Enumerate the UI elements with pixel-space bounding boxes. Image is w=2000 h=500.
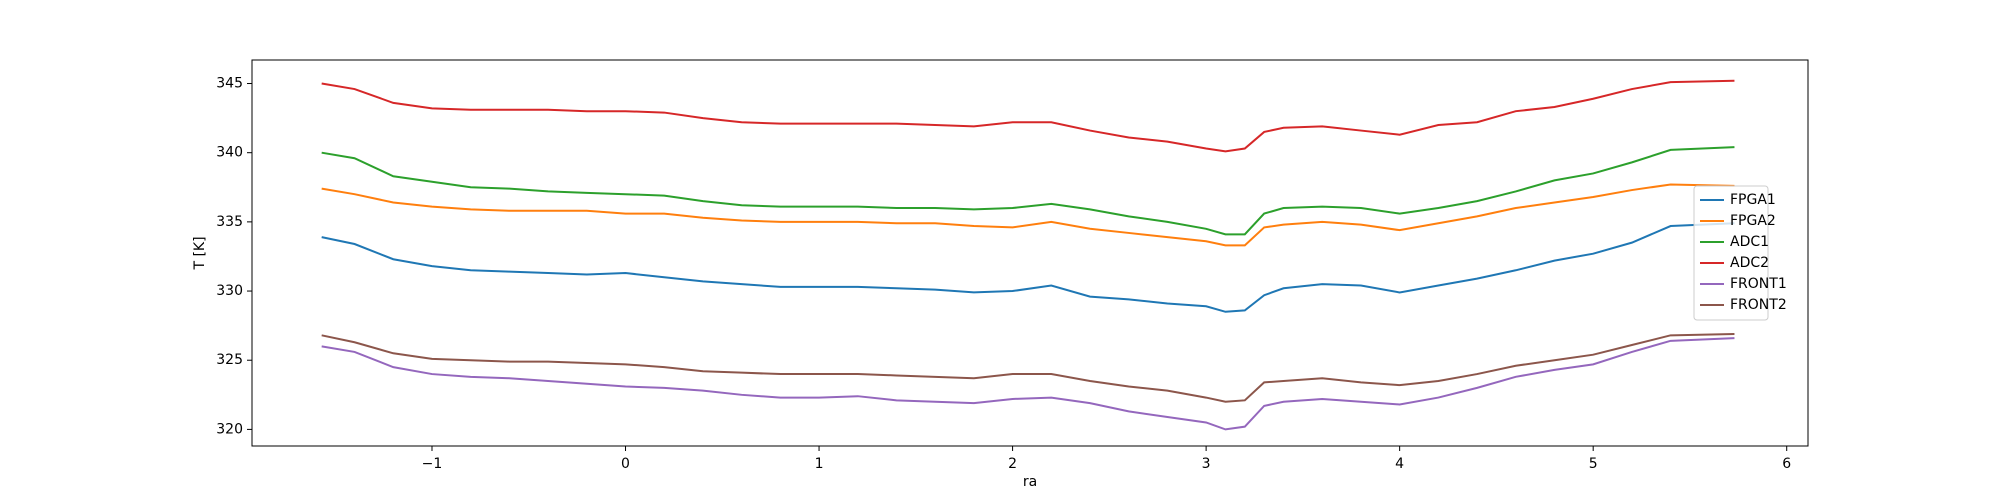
x-tick-label: 1 xyxy=(815,456,824,472)
x-tick-label: 0 xyxy=(621,456,630,472)
series-line xyxy=(321,183,1735,247)
x-tick-label: 6 xyxy=(1782,456,1791,472)
y-tick-label: 330 xyxy=(216,283,243,299)
y-tick-label: 335 xyxy=(216,214,243,230)
axes-frame xyxy=(251,59,1809,447)
x-tick-label: −1 xyxy=(422,456,443,472)
series-line xyxy=(321,79,1735,153)
legend-label: ADC2 xyxy=(1730,255,1769,271)
series-line xyxy=(321,332,1735,403)
legend-label: FRONT2 xyxy=(1730,297,1787,313)
y-tick-label: 325 xyxy=(216,352,243,368)
x-tick-label: 5 xyxy=(1589,456,1598,472)
x-axis-label: ra xyxy=(1023,474,1037,490)
legend-label: FPGA1 xyxy=(1730,192,1776,208)
series-line xyxy=(321,222,1735,313)
legend-label: FRONT1 xyxy=(1730,276,1787,292)
x-tick-label: 3 xyxy=(1202,456,1211,472)
legend-label: FPGA2 xyxy=(1730,213,1776,229)
y-tick-label: 320 xyxy=(216,421,243,437)
x-tick-label: 2 xyxy=(1008,456,1017,472)
series-line xyxy=(321,337,1735,431)
y-tick-label: 340 xyxy=(216,145,243,161)
legend-label: ADC1 xyxy=(1730,234,1769,250)
series-line xyxy=(321,146,1735,236)
y-tick-label: 345 xyxy=(216,76,243,92)
x-tick-label: 4 xyxy=(1395,456,1404,472)
legend: FPGA1 FPGA2 ADC1 ADC2 FRONT1 FRONT2 xyxy=(1693,185,1787,321)
y-axis-label: T [K] xyxy=(192,236,208,270)
legend-box xyxy=(1693,185,1769,321)
